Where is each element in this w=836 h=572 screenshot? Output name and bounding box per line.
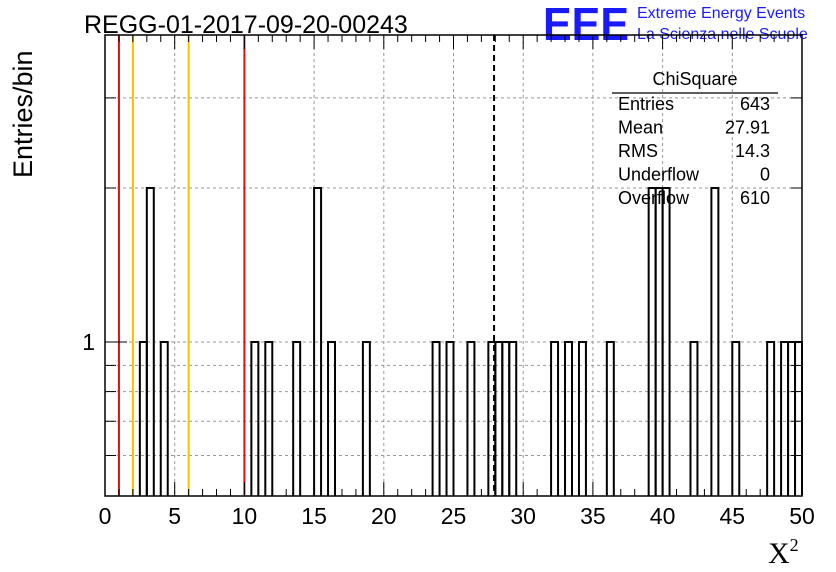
stats-label: Entries <box>618 94 674 114</box>
histogram-bar <box>766 341 776 496</box>
x-tick-label: 25 <box>441 503 467 529</box>
stats-label: Overflow <box>618 188 690 208</box>
x-tick-label: 15 <box>301 503 327 529</box>
stats-value: 643 <box>740 94 770 114</box>
logo-line1: Extreme Energy Events <box>637 5 805 22</box>
stats-value: 27.91 <box>725 118 770 138</box>
x-tick-label: 50 <box>789 503 815 529</box>
x-tick-label: 45 <box>720 503 746 529</box>
stats-value: 610 <box>740 188 770 208</box>
histogram-bar <box>661 187 671 496</box>
histogram-bar <box>445 341 455 496</box>
histogram-bar <box>361 341 371 496</box>
stats-label: Underflow <box>618 165 700 185</box>
histogram-bar <box>431 341 441 496</box>
axes: 0 5 10 15 20 25 30 35 40 45 50 1 <box>82 34 815 529</box>
histogram-bar <box>731 341 741 496</box>
x-tick-label: 5 <box>168 503 181 529</box>
histogram-bar <box>605 341 615 496</box>
histogram-bar <box>264 341 274 496</box>
histogram-bar <box>577 341 587 496</box>
x-tick-label: 35 <box>580 503 606 529</box>
x-tick-label: 10 <box>232 503 258 529</box>
histogram-bar <box>313 187 323 496</box>
stats-title: ChiSquare <box>652 69 737 89</box>
histogram-bar <box>710 187 720 496</box>
histogram-bar <box>327 341 337 496</box>
histogram-bars <box>138 187 803 496</box>
eee-logo: EEE Extreme Energy Events La Scienza nel… <box>543 0 808 50</box>
y-tick-label: 1 <box>82 329 95 355</box>
histogram-bar <box>550 341 560 496</box>
logo-mark: EEE <box>543 0 629 50</box>
histogram-bar <box>466 341 476 496</box>
stats-value: 0 <box>760 165 770 185</box>
stats-label: Mean <box>618 118 663 138</box>
histogram-bar <box>508 341 518 496</box>
stats-box: ChiSquare Entries 643 Mean 27.91 RMS 14.3 Under… <box>612 69 778 208</box>
marker-lines <box>117 35 496 496</box>
histogram-bar <box>564 341 573 496</box>
histogram-bar <box>292 341 302 496</box>
x-tick-label: 40 <box>650 503 676 529</box>
x-tick-label: 20 <box>371 503 397 529</box>
y-axis-label: Entries/bin <box>8 50 38 178</box>
x-tick-label: 0 <box>99 503 112 529</box>
histogram-bar <box>250 341 260 496</box>
x-tick-label: 30 <box>510 503 536 529</box>
stats-label: RMS <box>618 141 658 161</box>
x-axis-label: X2 <box>768 535 799 570</box>
stats-value: 14.3 <box>735 141 770 161</box>
histogram-bar <box>689 341 699 496</box>
histogram-bar <box>159 341 169 496</box>
histogram-bar <box>145 187 155 496</box>
